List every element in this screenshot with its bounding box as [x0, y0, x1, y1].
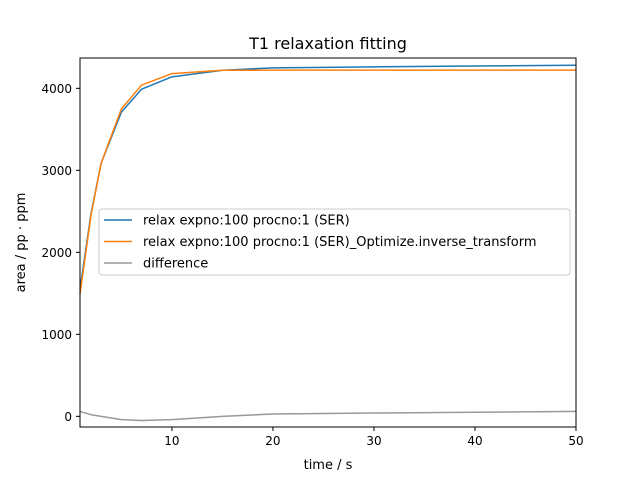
y-axis: 0 1000 2000 3000 4000 — [41, 82, 80, 424]
chart-title: T1 relaxation fitting — [248, 34, 407, 53]
x-axis: 10 20 30 40 50 — [164, 427, 584, 448]
x-tick-label: 50 — [568, 434, 583, 448]
y-tick-label: 1000 — [41, 328, 72, 342]
y-tick-label: 3000 — [41, 164, 72, 178]
legend-label: relax expno:100 procno:1 (SER) — [143, 214, 350, 229]
x-tick-label: 40 — [467, 434, 482, 448]
x-tick-label: 10 — [164, 434, 179, 448]
series-layer — [79, 64, 577, 422]
legend-label: difference — [143, 257, 208, 272]
y-tick-label: 4000 — [41, 82, 72, 96]
x-tick-label: 30 — [366, 434, 381, 448]
y-axis-label: area / pp · ppm — [14, 193, 29, 293]
y-tick-label: 2000 — [41, 246, 72, 260]
legend-box — [98, 208, 571, 276]
legend-label: relax expno:100 procno:1 (SER)_Optimize.… — [143, 235, 537, 250]
legend: relax expno:100 procno:1 (SER) relax expn… — [98, 208, 571, 276]
series-line-2 — [79, 69, 576, 295]
plot-frame — [79, 57, 577, 428]
x-tick-label: 20 — [265, 434, 280, 448]
y-tick-label: 0 — [64, 410, 72, 424]
x-axis-label: time / s — [304, 458, 353, 473]
series-line-3 — [79, 410, 577, 422]
